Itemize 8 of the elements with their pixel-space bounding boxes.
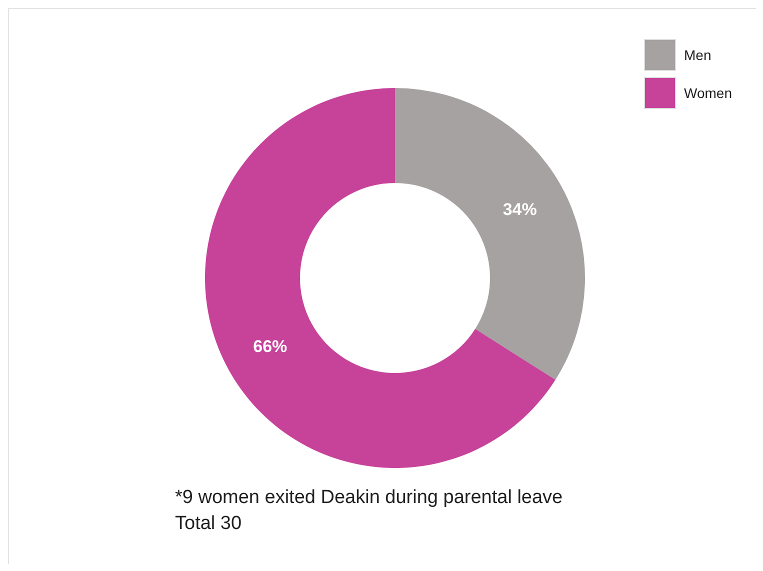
legend-label: Men — [684, 47, 712, 63]
legend-label: Women — [684, 85, 732, 101]
donut-slice — [205, 88, 556, 468]
text: Total 30 — [175, 512, 243, 536]
data-label: 66% — [253, 337, 288, 356]
donut-slice — [395, 88, 585, 380]
text: *9 women exited Deakin during parental leave — [175, 486, 563, 510]
data-label: 34% — [502, 200, 537, 219]
